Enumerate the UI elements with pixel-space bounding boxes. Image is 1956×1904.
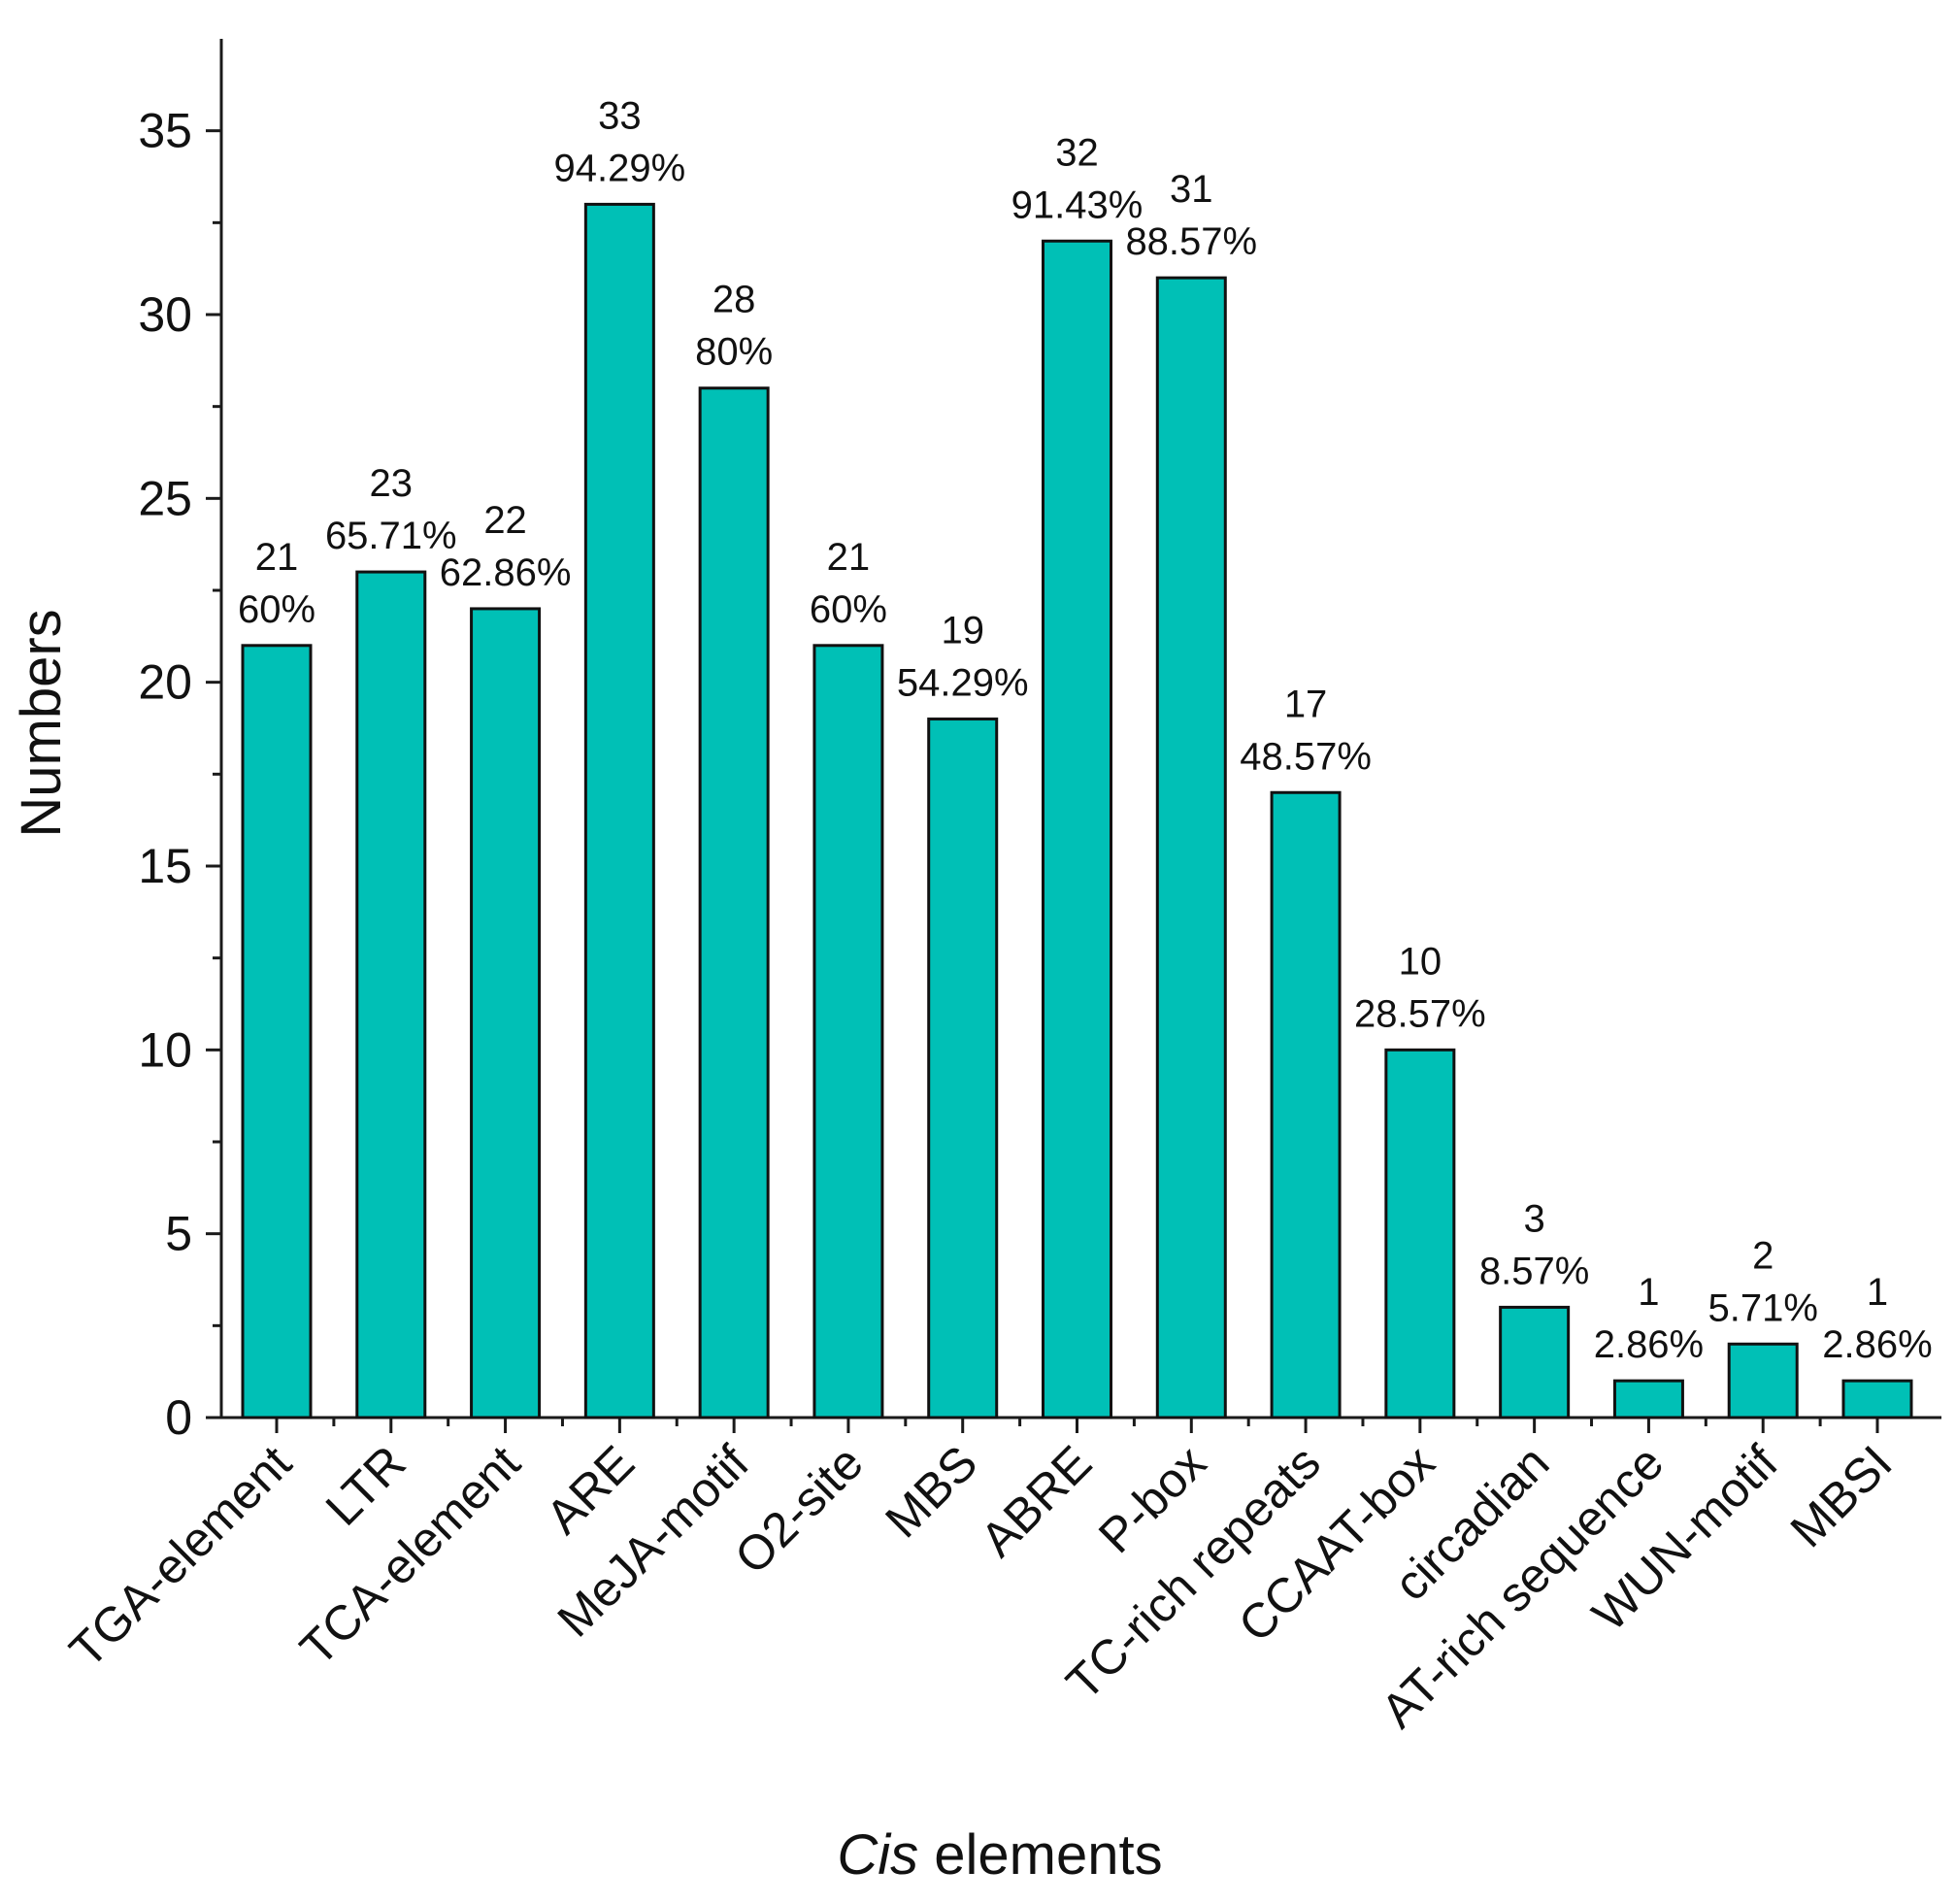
percent-label: 65.71%: [325, 515, 457, 557]
percent-label: 2.86%: [1822, 1323, 1932, 1366]
y-tick-label: 20: [138, 655, 192, 710]
y-tick-label: 0: [165, 1390, 192, 1445]
y-tick-label: 35: [138, 104, 192, 158]
percent-label: 28.57%: [1354, 992, 1486, 1035]
value-label: 19: [941, 610, 984, 652]
x-category-label: ABRE: [970, 1435, 1102, 1567]
percent-label: 94.29%: [554, 147, 686, 189]
x-axis-title-italic: Cis: [837, 1823, 918, 1887]
x-axis-title: Cis elements: [837, 1823, 1162, 1887]
bar-o2-site: [812, 644, 884, 1420]
x-category-label: TGA-element: [59, 1435, 302, 1678]
bar-at-rich-sequence: [1612, 1379, 1684, 1420]
percent-label: 8.57%: [1479, 1250, 1589, 1292]
bar-wun-motif: [1727, 1342, 1799, 1420]
value-label: 21: [255, 536, 299, 579]
x-category-label: LTR: [315, 1435, 416, 1536]
bars: [241, 202, 1913, 1420]
percent-label: 62.86%: [440, 551, 572, 594]
bar-ltr: [355, 570, 427, 1420]
x-category-label: MBSI: [1780, 1435, 1903, 1557]
x-category-label: MBS: [875, 1435, 987, 1548]
value-label: 1: [1867, 1271, 1888, 1314]
bar-mbs: [927, 718, 999, 1420]
bar-tca-element: [470, 607, 542, 1420]
y-tick-label: 5: [165, 1207, 192, 1261]
value-label: 33: [598, 94, 642, 137]
percent-label: 60%: [238, 588, 315, 631]
y-tick-label: 15: [138, 839, 192, 893]
y-tick-label: 25: [138, 471, 192, 525]
value-label: 28: [713, 279, 756, 321]
percent-label: 88.57%: [1125, 220, 1257, 263]
value-label: 32: [1055, 131, 1099, 174]
bar-tga-element: [241, 644, 313, 1420]
value-label: 17: [1284, 683, 1328, 725]
percent-label: 2.86%: [1594, 1323, 1704, 1366]
percent-label: 54.29%: [897, 662, 1029, 705]
bar-ccaat-box: [1384, 1048, 1456, 1420]
value-label: 31: [1170, 168, 1213, 211]
bar-abre: [1042, 239, 1112, 1420]
value-label: 23: [370, 462, 414, 505]
value-label: 3: [1524, 1197, 1545, 1240]
percent-label: 91.43%: [1011, 184, 1144, 226]
bar-tc-rich-repeats: [1270, 790, 1342, 1420]
value-label: 1: [1638, 1271, 1659, 1314]
value-label: 22: [483, 499, 527, 542]
percent-label: 80%: [695, 331, 773, 374]
bar-mbsi: [1841, 1379, 1913, 1420]
bar-meja-motif: [698, 386, 770, 1420]
y-tick-label: 30: [138, 287, 192, 342]
value-label: 21: [827, 536, 871, 579]
value-label: 2: [1752, 1234, 1774, 1277]
percent-label: 48.57%: [1240, 735, 1372, 778]
bar-circadian: [1499, 1305, 1571, 1420]
y-axis-title: Numbers: [10, 609, 73, 837]
x-category-label: O2-site: [724, 1435, 874, 1585]
x-axis-title-rest: elements: [918, 1823, 1162, 1887]
percent-label: 60%: [810, 588, 887, 631]
percent-label: 5.71%: [1708, 1286, 1818, 1329]
y-ticks: 0 5 10 15 20 25 30 35: [138, 104, 1879, 1445]
bar-p-box: [1155, 276, 1227, 1420]
y-tick-label: 10: [138, 1022, 192, 1077]
bar-are: [583, 202, 655, 1420]
value-label: 10: [1399, 940, 1442, 983]
